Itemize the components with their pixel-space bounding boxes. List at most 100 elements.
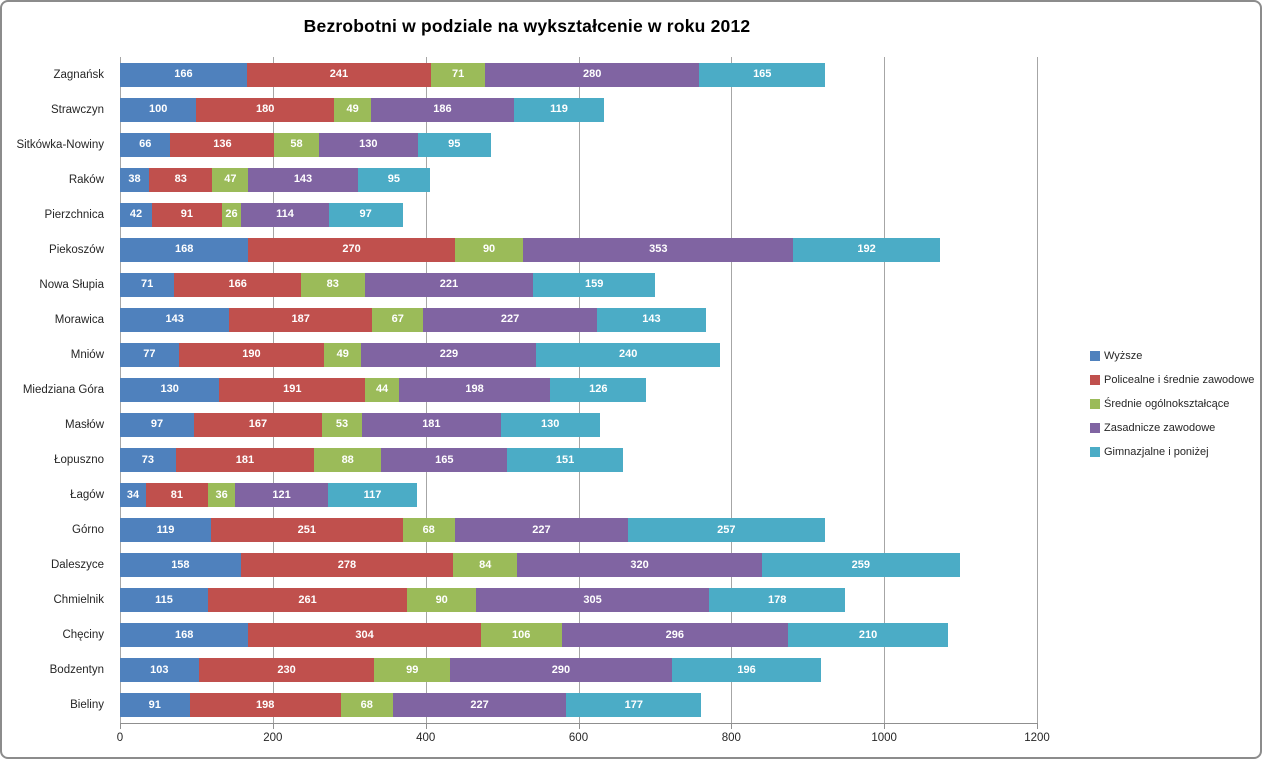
segment-value-label: 320 bbox=[630, 558, 649, 571]
bar-segment: 143 bbox=[596, 307, 707, 332]
bar-segment: 227 bbox=[423, 307, 597, 332]
segment-value-label: 257 bbox=[717, 523, 736, 536]
segment-value-label: 103 bbox=[150, 663, 169, 676]
bar-segment: 68 bbox=[402, 518, 455, 543]
bar-stack: 166 241 71 280 165 bbox=[120, 62, 826, 87]
segment-value-label: 83 bbox=[326, 278, 339, 291]
bar-row: 97 167 53 181 130 bbox=[120, 407, 1037, 442]
segment-value-label: 227 bbox=[470, 698, 489, 711]
x-axis-tick bbox=[425, 723, 427, 729]
segment-value-label: 130 bbox=[359, 138, 378, 151]
bar-segment: 196 bbox=[671, 658, 822, 683]
bar-segment: 304 bbox=[248, 623, 481, 648]
segment-value-label: 136 bbox=[213, 138, 232, 151]
bar-segment: 130 bbox=[318, 132, 418, 157]
x-axis-tick bbox=[1037, 723, 1038, 729]
bar-segment: 95 bbox=[417, 132, 491, 157]
bar-segment: 36 bbox=[207, 483, 236, 508]
bar-stack: 91 198 68 227 177 bbox=[120, 693, 702, 718]
bar-stack: 34 81 36 121 117 bbox=[120, 483, 418, 508]
bar-row: 130 191 44 198 126 bbox=[120, 372, 1037, 407]
segment-value-label: 191 bbox=[283, 383, 302, 396]
bar-segment: 90 bbox=[454, 237, 524, 262]
x-axis-tick bbox=[731, 723, 733, 729]
gridline bbox=[731, 57, 733, 723]
bar-row: 115 261 90 305 178 bbox=[120, 583, 1037, 618]
segment-value-label: 34 bbox=[126, 488, 140, 501]
category-label: Raków bbox=[68, 173, 104, 186]
bar-stack: 100 180 49 186 119 bbox=[120, 97, 605, 122]
segment-value-label: 165 bbox=[435, 453, 454, 466]
bar-segment: 181 bbox=[362, 412, 501, 437]
legend-swatch bbox=[1090, 447, 1100, 457]
category-label: Łopuszno bbox=[54, 454, 104, 467]
segment-value-label: 91 bbox=[180, 208, 193, 221]
bar-segment: 99 bbox=[374, 658, 451, 683]
segment-value-label: 143 bbox=[642, 313, 661, 326]
bar-segment: 115 bbox=[120, 588, 208, 613]
bar-segment: 320 bbox=[517, 553, 762, 578]
bar-segment: 296 bbox=[561, 623, 788, 648]
segment-value-label: 210 bbox=[858, 628, 878, 641]
bar-stack: 97 167 53 181 130 bbox=[120, 412, 600, 437]
segment-value-label: 270 bbox=[342, 243, 361, 256]
segment-value-label: 227 bbox=[532, 523, 551, 536]
segment-value-label: 71 bbox=[141, 278, 154, 291]
bar-segment: 143 bbox=[248, 167, 358, 192]
segment-value-label: 192 bbox=[857, 243, 876, 256]
bar-stack: 38 83 47 143 95 bbox=[120, 167, 431, 192]
segment-value-label: 259 bbox=[851, 558, 870, 571]
bar-segment: 106 bbox=[480, 623, 562, 648]
x-tick-label: 1000 bbox=[871, 732, 897, 744]
bar-segment: 130 bbox=[120, 377, 220, 402]
segment-value-label: 44 bbox=[375, 383, 389, 396]
bar-segment: 66 bbox=[120, 132, 171, 157]
category-label: Bieliny bbox=[70, 699, 104, 712]
category-label: Daleszyce bbox=[50, 559, 104, 572]
segment-value-label: 73 bbox=[141, 453, 155, 466]
segment-value-label: 97 bbox=[359, 208, 372, 221]
segment-value-label: 126 bbox=[589, 383, 608, 396]
bar-segment: 71 bbox=[120, 272, 175, 297]
bar-stack: 115 261 90 305 178 bbox=[120, 588, 846, 613]
bar-row: 119 251 68 227 257 bbox=[120, 513, 1037, 548]
bar-row: 166 241 71 280 165 bbox=[120, 57, 1037, 92]
category-label: Masłów bbox=[65, 418, 104, 431]
segment-value-label: 119 bbox=[550, 103, 568, 116]
segment-value-label: 36 bbox=[215, 488, 228, 501]
x-tick-label: 800 bbox=[721, 732, 741, 744]
segment-value-label: 290 bbox=[551, 663, 571, 676]
segment-value-label: 304 bbox=[355, 628, 374, 641]
segment-value-label: 81 bbox=[170, 488, 184, 501]
x-tick-label: 600 bbox=[568, 732, 589, 744]
segment-value-label: 190 bbox=[242, 348, 261, 361]
bar-segment: 114 bbox=[241, 202, 329, 227]
bar-row: 168 304 106 296 210 bbox=[120, 618, 1037, 653]
bar-row: 38 83 47 143 95 bbox=[120, 162, 1037, 197]
legend: Wyższe Policealne i średnie zawodowe Średn… bbox=[1090, 344, 1254, 464]
segment-value-label: 240 bbox=[618, 348, 638, 361]
segment-value-label: 121 bbox=[272, 488, 291, 501]
segment-value-label: 88 bbox=[341, 453, 354, 466]
bar-segment: 353 bbox=[523, 237, 794, 262]
gridline bbox=[884, 57, 886, 723]
bar-segment: 227 bbox=[392, 693, 567, 718]
bars-layer: 166 241 71 280 165 100 180 49 186 119 66 136 58 130 95… bbox=[120, 57, 1037, 723]
category-label: Górno bbox=[72, 524, 104, 537]
x-axis-labels: 0 200 400 600 800 1000 1200 bbox=[117, 732, 1050, 748]
x-axis-tick bbox=[884, 723, 886, 729]
bar-segment: 97 bbox=[328, 202, 403, 227]
bar-segment: 177 bbox=[566, 693, 702, 718]
bar-stack: 103 230 99 290 196 bbox=[120, 658, 822, 683]
bar-segment: 119 bbox=[513, 97, 605, 122]
segment-value-label: 49 bbox=[346, 103, 359, 116]
bar-segment: 126 bbox=[550, 377, 647, 402]
bar-row: 77 190 49 229 240 bbox=[120, 337, 1037, 372]
segment-value-label: 77 bbox=[143, 348, 156, 361]
bar-segment: 192 bbox=[793, 237, 940, 262]
segment-value-label: 84 bbox=[479, 558, 492, 571]
x-axis-tick bbox=[272, 723, 274, 729]
bar-segment: 166 bbox=[120, 62, 247, 87]
bar-segment: 97 bbox=[120, 412, 195, 437]
bar-segment: 227 bbox=[454, 518, 629, 543]
